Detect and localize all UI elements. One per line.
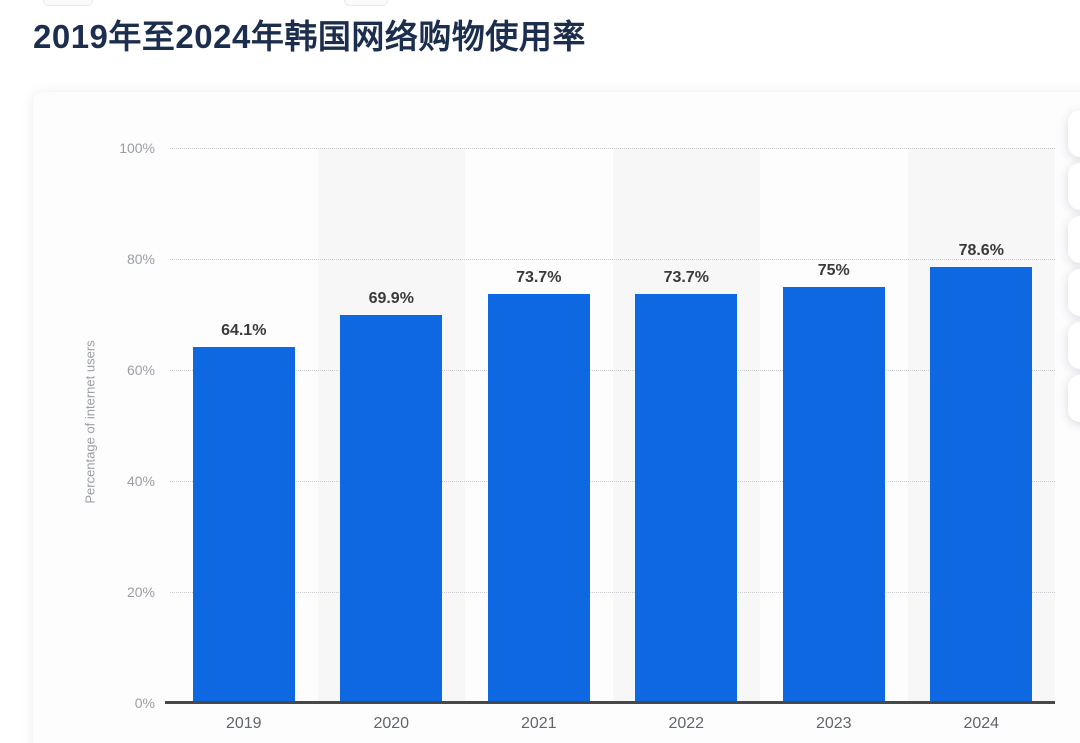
gridline-60 [170,370,1055,371]
gridline-100 [170,148,1055,149]
bar-2020[interactable] [340,315,443,703]
side-toolbar-button-5[interactable] [1068,322,1080,369]
y-tick-label-20: 20% [126,584,155,600]
x-axis-line [165,701,1055,704]
side-toolbar-button-1[interactable] [1068,110,1080,157]
gridline-20 [170,592,1055,593]
gridline-80 [170,259,1055,260]
bar-2021[interactable] [487,293,590,703]
bar-2019[interactable] [192,347,295,703]
y-axis-title: Percentage of internet users [82,340,98,504]
y-tick-label-0: 0% [134,695,155,711]
x-tick-label-2019: 2019 [225,715,262,732]
bar-value-label-2023: 75% [817,261,850,279]
x-tick-label-2020: 2020 [373,715,410,732]
top-edge-artifact [43,0,93,6]
y-tick-label-60: 60% [126,362,155,378]
x-tick-label-2021: 2021 [520,715,557,732]
side-toolbar-button-4[interactable] [1068,269,1080,316]
y-tick-label-100: 100% [119,140,155,156]
y-tick-label-40: 40% [126,473,155,489]
side-toolbar-button-6[interactable] [1068,375,1080,422]
chart-card: 64.1% 69.9% 73.7% 73.7% 75% 78.6% 0% 20% 40% 60%… [33,92,1080,743]
bar-value-label-2020: 69.9% [368,290,414,308]
top-edge-artifact [344,0,388,6]
bar-value-label-2022: 73.7% [663,268,709,286]
bar-value-label-2024: 78.6% [958,241,1004,259]
y-tick-label-80: 80% [126,251,155,267]
bar-2024[interactable] [930,266,1033,703]
bar-2023[interactable] [782,286,885,703]
bar-value-label-2019: 64.1% [221,322,267,340]
bar-value-label-2021: 73.7% [516,268,562,286]
side-toolbar-button-3[interactable] [1068,216,1080,263]
x-tick-label-2022: 2022 [668,715,705,732]
x-tick-label-2023: 2023 [815,715,852,732]
page-title: 2019年至2024年韩国网络购物使用率 [33,18,586,55]
x-tick-label-2024: 2024 [963,715,1000,732]
bar-2022[interactable] [635,293,738,703]
side-toolbar-button-2[interactable] [1068,163,1080,210]
bar-chart-plot-area: 64.1% 69.9% 73.7% 73.7% 75% 78.6% [165,148,1055,704]
gridline-40 [170,481,1055,482]
